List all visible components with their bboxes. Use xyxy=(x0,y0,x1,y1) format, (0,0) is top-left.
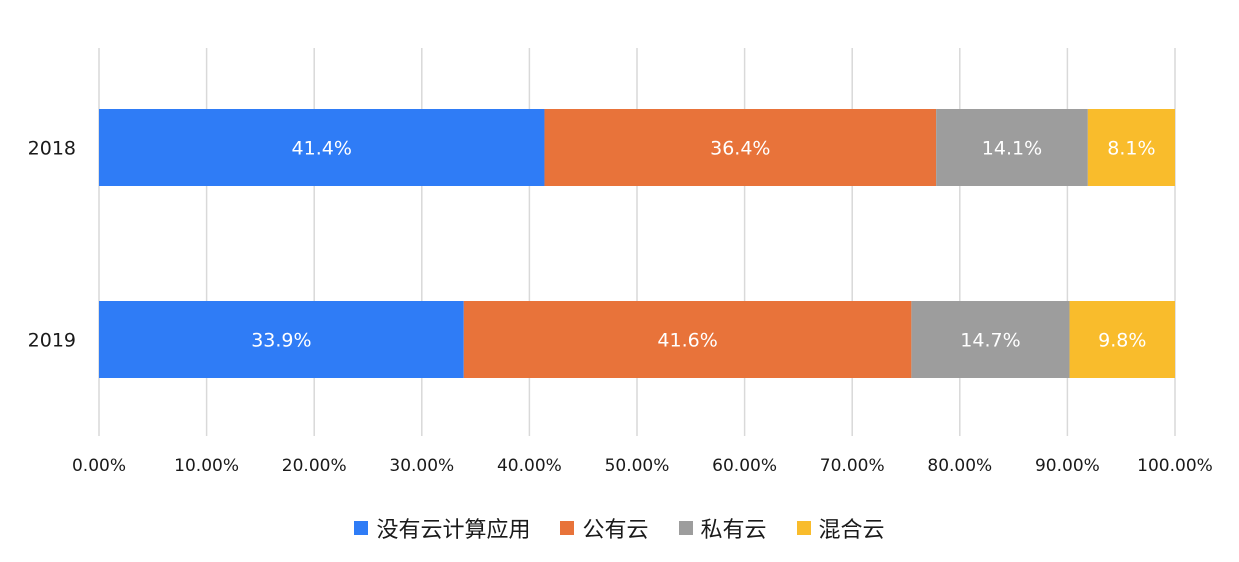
legend-swatch xyxy=(678,521,693,535)
bar-segment xyxy=(1069,301,1175,378)
x-tick-label: 40.00% xyxy=(497,456,562,476)
legend-label: 公有云 xyxy=(582,518,649,543)
category-labels: 2018 2019 xyxy=(28,138,76,352)
x-tick-label: 10.00% xyxy=(174,456,239,476)
data-label: 8.1% xyxy=(1107,138,1155,160)
bar-segment xyxy=(544,109,937,186)
x-tick-label: 0.00% xyxy=(72,456,126,476)
x-axis-tick-labels: 0.00% 10.00% 20.00% 30.00% 40.00% 50.00% 60.00… xyxy=(72,456,1213,476)
bar-segment xyxy=(911,301,1070,378)
legend-item: 混合云 xyxy=(796,512,885,544)
bar-segment xyxy=(1087,109,1175,186)
legend-label: 混合云 xyxy=(818,518,885,543)
bar-segment xyxy=(463,301,912,378)
legend-label: 私有云 xyxy=(700,518,767,543)
data-label: 41.6% xyxy=(657,330,717,352)
x-tick-label: 70.00% xyxy=(820,456,885,476)
legend-swatch xyxy=(354,521,369,535)
legend: 没有云计算应用 公有云 私有云 混合云 xyxy=(0,512,1239,544)
data-label: 14.7% xyxy=(960,330,1020,352)
category-label: 2019 xyxy=(28,330,76,352)
bar-segment xyxy=(99,109,545,186)
legend-swatch xyxy=(796,521,811,535)
bar-segment xyxy=(99,301,464,378)
x-tick-label: 80.00% xyxy=(927,456,992,476)
x-tick-label: 60.00% xyxy=(712,456,777,476)
segment-labels: 41.4% 36.4% 14.1% 8.1% 33.9% 41.6% 14.7% 9.8% xyxy=(251,138,1155,352)
x-tick-label: 50.00% xyxy=(605,456,670,476)
legend-item: 公有云 xyxy=(560,512,649,544)
x-tick-label: 20.00% xyxy=(282,456,347,476)
data-label: 36.4% xyxy=(710,138,770,160)
data-label: 33.9% xyxy=(251,330,311,352)
legend-label: 没有云计算应用 xyxy=(376,518,531,543)
x-tick-label: 90.00% xyxy=(1035,456,1100,476)
data-label: 14.1% xyxy=(982,138,1042,160)
x-tick-label: 100.00% xyxy=(1137,456,1213,476)
x-tick-label: 30.00% xyxy=(389,456,454,476)
category-label: 2018 xyxy=(28,138,76,160)
data-label: 41.4% xyxy=(292,138,352,160)
bar-segment xyxy=(936,109,1088,186)
legend-swatch xyxy=(560,521,575,535)
data-label: 9.8% xyxy=(1098,330,1146,352)
legend-item: 没有云计算应用 xyxy=(354,512,530,544)
legend-item: 私有云 xyxy=(678,512,767,544)
bar-segments xyxy=(99,109,1175,378)
